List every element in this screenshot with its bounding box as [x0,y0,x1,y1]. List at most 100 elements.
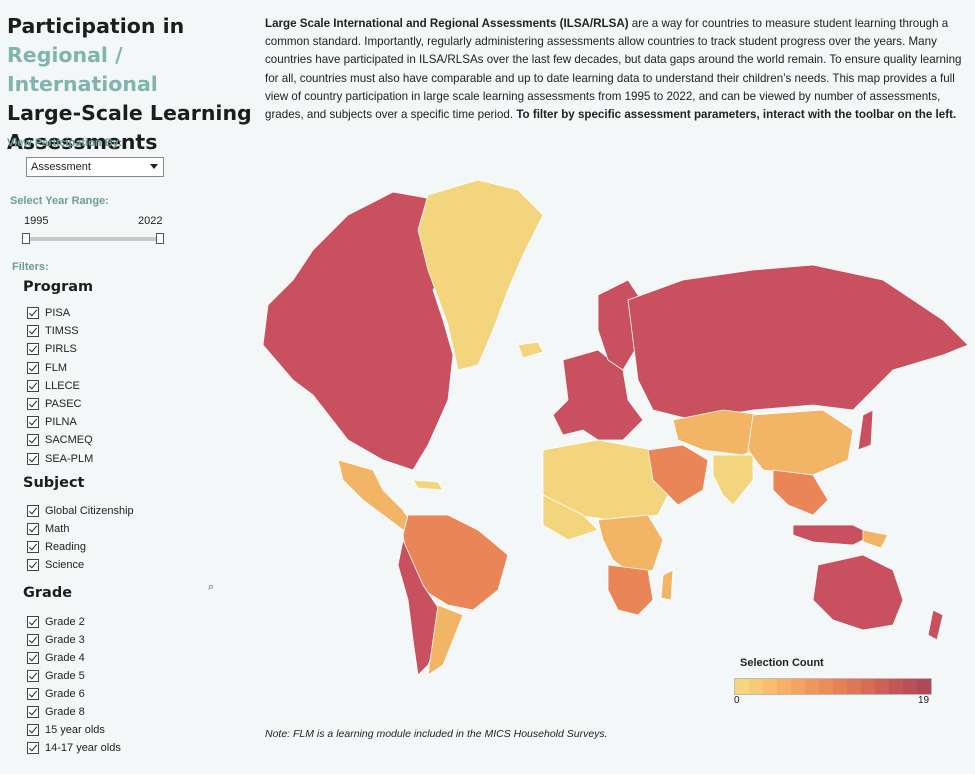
checkbox-checked-icon[interactable] [27,434,39,447]
subject-checkbox-label: Reading [45,541,86,553]
region-argentina[interactable] [427,604,464,676]
program-checkbox-label: PIRLS [45,343,77,356]
legend-swatch [763,679,777,694]
program-checkbox-item[interactable]: SACMEQ [27,432,93,448]
region-caribbean[interactable] [412,479,444,491]
grade-checkbox-item[interactable]: Grade 5 [27,668,85,684]
program-checkbox-item[interactable]: PISA [27,305,70,321]
legend-swatch [777,679,791,694]
program-checkbox-item[interactable]: FLM [27,360,67,376]
checkbox-checked-icon[interactable] [27,634,39,646]
checkbox-checked-icon[interactable] [27,361,39,374]
region-india[interactable] [712,454,754,506]
view-by-selected: Assessment [31,161,91,173]
subject-checkbox-label: Math [45,523,70,535]
checkbox-checked-icon[interactable] [27,398,39,410]
grade-checkbox-label: Grade 2 [45,616,85,628]
program-checkbox-label: SEA-PLM [45,452,94,465]
grade-checkbox-item[interactable]: Grade 4 [27,650,85,666]
legend-swatch [917,679,931,694]
grade-checkbox-label: 15 year olds [45,724,105,736]
checkbox-checked-icon[interactable] [27,523,39,535]
region-greenland[interactable] [417,179,544,371]
region-indonesia[interactable] [792,524,874,546]
grade-checkbox-label: Grade 3 [45,634,85,646]
year-slider-track[interactable] [24,237,162,241]
subject-checkbox-item[interactable]: Math [27,521,69,537]
grade-checkbox-item[interactable]: 15 year olds [27,722,105,738]
zoom-icon[interactable]: ⌕ [208,581,215,593]
program-checkbox-label: SACMEQ [45,434,93,447]
region-australia[interactable] [812,554,904,631]
checkbox-checked-icon[interactable] [27,706,39,718]
legend-swatch [805,679,819,694]
subject-checkbox-item[interactable]: Global Citizenship [27,503,134,519]
legend-swatch [791,679,805,694]
region-west-africa[interactable] [542,494,599,541]
checkbox-checked-icon[interactable] [27,652,39,664]
legend-swatch [819,679,833,694]
region-iceland[interactable] [517,341,544,359]
subject-checkbox-label: Global Citizenship [45,505,134,517]
checkbox-checked-icon[interactable] [27,505,39,517]
checkbox-checked-icon[interactable] [27,541,39,553]
program-checkbox-item[interactable]: PILNA [27,414,77,430]
view-by-dropdown[interactable]: Assessment [26,157,164,177]
region-japan[interactable] [857,409,874,451]
year-slider-start-handle[interactable] [22,233,30,244]
view-by-label: View Participation By: [7,137,123,149]
sidebar: Participation in Regional / Internationa… [0,0,252,774]
title-line-1: Participation in [7,14,185,38]
region-china[interactable] [747,409,854,476]
year-slider-end-handle[interactable] [156,233,164,244]
checkbox-checked-icon[interactable] [27,325,39,338]
subject-checkbox-item[interactable]: Science [27,557,84,573]
grade-checkbox-label: 14-17 year olds [45,742,121,754]
program-checkbox-item[interactable]: LLECE [27,378,80,394]
grade-header: Grade [23,585,73,601]
grade-checkbox-item[interactable]: 14-17 year olds [27,740,121,756]
intro-body: are a way for countries to measure stude… [265,17,962,122]
subject-checkbox-item[interactable]: Reading [27,539,86,555]
region-madagascar[interactable] [660,569,674,601]
year-end: 2022 [138,215,163,227]
checkbox-checked-icon[interactable] [27,416,39,429]
legend-swatch [903,679,917,694]
checkbox-checked-icon[interactable] [27,379,39,392]
checkbox-checked-icon[interactable] [27,307,39,319]
region-russia[interactable] [627,264,969,421]
region-southeast-asia[interactable] [772,469,829,516]
grade-checkbox-item[interactable]: Grade 6 [27,686,85,702]
program-checkbox-item[interactable]: PIRLS [27,341,77,357]
region-png[interactable] [862,529,889,549]
program-checkbox-item[interactable]: SEA-PLM [27,451,93,467]
checkbox-checked-icon[interactable] [27,688,39,700]
subject-checkbox-label: Science [45,559,85,571]
region-new-zealand[interactable] [927,609,944,641]
footnote: Note: FLM is a learning module included … [265,728,608,740]
program-checkbox-item[interactable]: TIMSS [27,323,79,339]
title-line-3: Large-Scale Learning [7,101,252,125]
legend-swatch [875,679,889,694]
legend-swatch [735,679,749,694]
checkbox-checked-icon[interactable] [27,670,39,682]
checkbox-checked-icon[interactable] [27,559,39,571]
grade-checkbox-item[interactable]: Grade 8 [27,704,85,720]
grade-checkbox-item[interactable]: Grade 2 [27,614,85,630]
grade-checkbox-item[interactable]: Grade 3 [27,632,85,648]
checkbox-checked-icon[interactable] [27,616,39,628]
region-europe[interactable] [552,349,644,441]
world-map[interactable] [253,170,973,680]
intro-bold: Large Scale International and Regional A… [265,17,629,30]
checkbox-checked-icon[interactable] [27,452,39,465]
region-central-america[interactable] [337,459,414,531]
region-middle-east[interactable] [647,444,709,506]
region-peru-bolivia[interactable] [397,538,444,676]
legend-swatch [749,679,763,694]
program-checkbox-label: FLM [45,361,67,374]
checkbox-checked-icon[interactable] [27,742,39,754]
checkbox-checked-icon[interactable] [27,343,39,356]
checkbox-checked-icon[interactable] [27,724,39,736]
program-checkbox-item[interactable]: PASEC [27,396,81,412]
region-southern-africa[interactable] [607,564,654,616]
